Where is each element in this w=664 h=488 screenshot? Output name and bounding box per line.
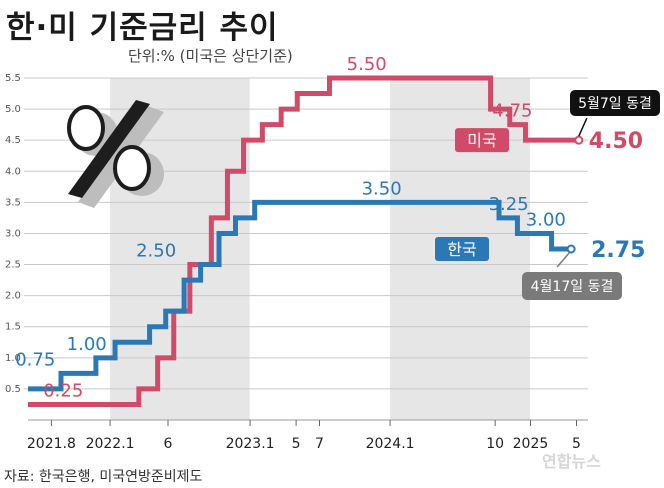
data-labels: 0.25 5.50 4.75 0.75 1.00 2.50 3.50 3.253.00	[15, 54, 566, 401]
x-tick-label: 5	[292, 436, 301, 452]
data-label: 0.25	[43, 380, 83, 401]
us-callout-label: 5월7일 동결	[578, 96, 652, 112]
korea-callout-box	[522, 272, 622, 300]
y-tick-label: 2.0	[5, 291, 21, 302]
korea-tag-label: 한국	[447, 240, 476, 259]
y-tick-label: 2.5	[5, 260, 21, 271]
us-callout-pointer	[578, 117, 588, 137]
x-tick-label: 2021.8	[27, 436, 76, 452]
x-tick-label: 5	[572, 436, 581, 452]
x-axis: 2021.8 2022.1 6 2023.1 5 7 2024.1 10 2025 5	[27, 420, 581, 452]
data-label: 3.50	[362, 178, 402, 199]
x-tick-label: 2024.1	[366, 436, 415, 452]
x-tick-label: 7	[315, 436, 324, 452]
y-tick-label: 5.5	[5, 73, 21, 84]
us-tag-label: 미국	[467, 131, 496, 150]
us-callout-box	[570, 90, 660, 116]
us-rate-line	[28, 75, 579, 407]
data-label: 1.00	[67, 334, 107, 355]
data-label: 3.00	[526, 209, 566, 230]
x-tick-label: 6	[164, 436, 173, 452]
x-tick-label: 2023.1	[226, 436, 275, 452]
series-lines	[28, 75, 584, 407]
data-label: 4.75	[492, 101, 532, 122]
y-tick-label: 3.5	[5, 197, 21, 208]
unit-note: 단위:% (미국은 상단기준)	[128, 47, 293, 65]
page-title: 한·미 기준금리 추이	[6, 10, 279, 46]
korea-end-point	[566, 244, 576, 254]
y-tick-label: 4.5	[5, 135, 21, 146]
data-label: 2.50	[136, 241, 176, 262]
y-tick-label: 0.5	[5, 384, 21, 395]
korea-final-value: 2.75	[591, 238, 645, 263]
y-axis: 0.5 1.0 1.5 2.0 2.5 3.0 3.5 4.0 4.5 5.0 5.5	[5, 73, 588, 421]
y-tick-label: 1.5	[5, 322, 21, 333]
percent-symbol-icon	[67, 100, 164, 208]
y-tick-label: 3.0	[5, 228, 21, 239]
us-tag-box	[455, 128, 509, 153]
y-tick-label: 1.0	[5, 353, 21, 364]
data-label: 5.50	[347, 54, 387, 75]
us-end-point	[574, 135, 584, 145]
korea-tag-box	[435, 237, 489, 261]
x-tick-label: 2025	[513, 436, 549, 452]
x-tick-label: 10	[486, 436, 504, 452]
x-tick-label: 2022.1	[86, 436, 135, 452]
korea-rate-line	[28, 199, 572, 392]
korea-callout-pointer	[556, 252, 570, 268]
source-note: 자료: 한국은행, 미국연방준비제도	[4, 469, 203, 485]
rate-chart: 0.5 1.0 1.5 2.0 2.5 3.0 3.5 4.0 4.5 5.0 5.5 2021.8…	[5, 54, 660, 452]
data-label: 3.25	[489, 194, 529, 215]
us-final-value: 4.50	[589, 129, 643, 154]
watermark: 연합뉴스	[542, 452, 601, 471]
korea-callout-label: 4월17일 동결	[531, 279, 614, 295]
data-label: 0.75	[15, 349, 55, 370]
y-tick-label: 5.0	[5, 104, 21, 115]
y-tick-label: 4.0	[5, 166, 21, 177]
